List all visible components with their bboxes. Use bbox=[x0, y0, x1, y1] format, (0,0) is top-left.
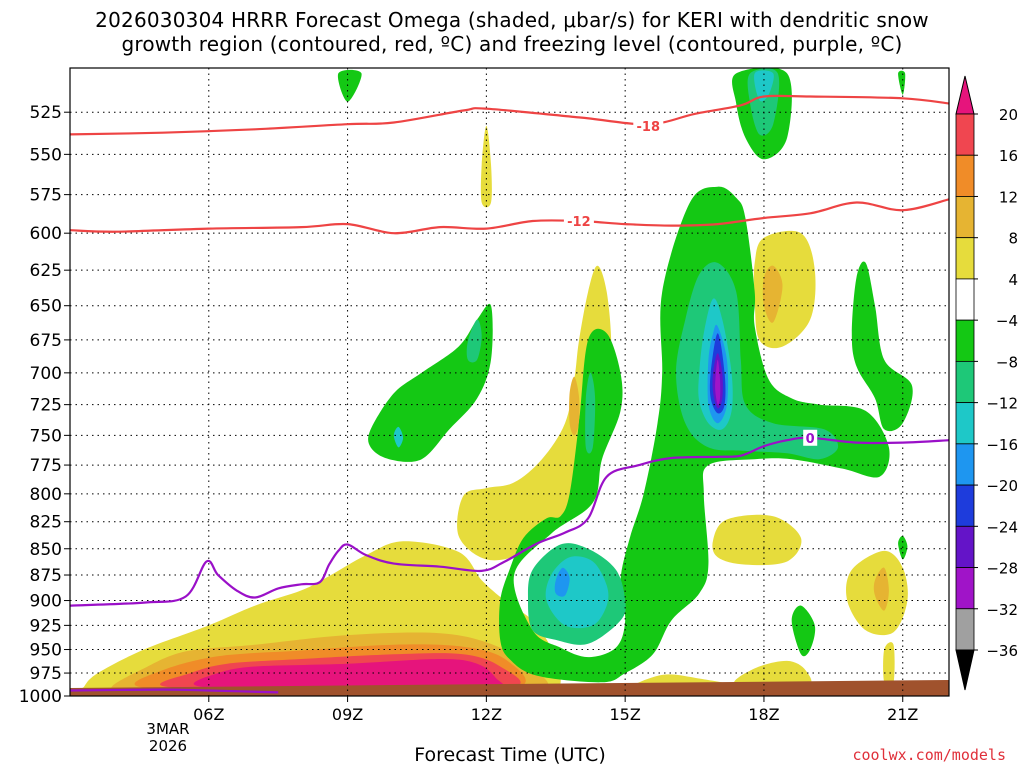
contour-lines: -18 -12 0 bbox=[70, 94, 949, 694]
shaded-region-omega-20-lower-left bbox=[193, 659, 504, 691]
chart-title-line2: growth region (contoured, red, ºC) and f… bbox=[121, 32, 903, 56]
colorbar-band-11 bbox=[955, 567, 975, 610]
shaded-region-omega-4-near-18z bbox=[734, 660, 812, 689]
contour-label-12c-isotherm: -12 bbox=[567, 215, 591, 230]
shaded-region-omega-8-mid-18z bbox=[762, 265, 783, 323]
shaded-region-omega-8-blob-14z bbox=[585, 372, 596, 454]
colorbar-band-6 bbox=[955, 360, 975, 404]
shaded-region-omega-4-near-12z-top bbox=[480, 125, 492, 208]
y-tick-label-700: 700 bbox=[30, 364, 62, 384]
contour-label-0c-freezing-level: 0 bbox=[806, 432, 815, 447]
colorbar-band-1 bbox=[955, 154, 975, 197]
colorbar-band-10 bbox=[955, 525, 975, 568]
shaded-region-omega-4-right-upper bbox=[851, 261, 913, 432]
x-tick-label-21z: 21Z bbox=[887, 705, 918, 724]
y-tick-label-800: 800 bbox=[30, 485, 62, 505]
contour-0c-freezing-level bbox=[70, 436, 949, 607]
colorbar-label-7: −12 bbox=[986, 395, 1018, 413]
colorbar-label-11: −28 bbox=[986, 560, 1018, 578]
colorbar-label-8: −16 bbox=[986, 436, 1018, 454]
y-tick-label-875: 875 bbox=[30, 566, 62, 586]
plot-frame bbox=[69, 67, 950, 697]
y-tick-label-750: 750 bbox=[30, 426, 62, 446]
date-label-day: 3MAR bbox=[146, 720, 190, 738]
y-tick-label-825: 825 bbox=[30, 513, 62, 533]
shaded-region-omega-4-top-9z bbox=[337, 69, 362, 102]
x-tick-label-15z: 15Z bbox=[609, 705, 640, 724]
y-tick-label-650: 650 bbox=[30, 297, 62, 317]
colorbar-band-9 bbox=[955, 484, 975, 527]
colorbar-band-2 bbox=[955, 196, 975, 239]
x-tick-label-18z: 18Z bbox=[748, 705, 779, 724]
y-tick-label-900: 900 bbox=[30, 592, 62, 612]
y-tick-label-675: 675 bbox=[30, 331, 62, 351]
y-tick-label-625: 625 bbox=[30, 261, 62, 281]
y-tick-label-775: 775 bbox=[30, 456, 62, 476]
y-tick-label-600: 600 bbox=[30, 224, 62, 244]
y-tick-label-525: 525 bbox=[30, 103, 62, 123]
colorbar-label-9: −20 bbox=[986, 477, 1018, 495]
y-tick-label-550: 550 bbox=[30, 145, 62, 165]
colorbar-label-12: −32 bbox=[986, 601, 1018, 619]
shaded-region-omega-8-right-20z bbox=[873, 567, 889, 611]
y-tick-label-975: 975 bbox=[30, 664, 62, 684]
contour-12c-isotherm bbox=[70, 198, 949, 235]
shaded-region-omega-28-central bbox=[715, 359, 721, 405]
y-tick-label-575: 575 bbox=[30, 186, 62, 206]
contour-0c-near-surface bbox=[70, 688, 279, 694]
terrain-fill bbox=[70, 680, 949, 696]
colorbar-label-10: −24 bbox=[986, 518, 1018, 536]
y-tick-label-725: 725 bbox=[30, 396, 62, 416]
site-credit: coolwx.com/models bbox=[852, 746, 1006, 764]
colorbar-band-12 bbox=[955, 608, 975, 651]
colorbar-band-5 bbox=[955, 319, 975, 362]
colorbar-band-3 bbox=[955, 237, 975, 280]
shaded-region-omega-8-tiny-10z bbox=[393, 426, 404, 448]
date-label-year: 2026 bbox=[148, 737, 188, 755]
colorbar-bottom-arrow bbox=[955, 649, 975, 691]
y-tick-label-850: 850 bbox=[30, 540, 62, 560]
x-tick-label-06z: 06Z bbox=[193, 705, 224, 724]
contour-18c-isotherm bbox=[70, 94, 949, 136]
chart-title: 2026030304 HRRR Forecast Omega (shaded, … bbox=[0, 8, 1024, 56]
x-tick-label-09z: 09Z bbox=[332, 705, 363, 724]
contour-label-18c-isotherm: -18 bbox=[637, 120, 661, 135]
contour-label-bg-0c-freezing-level bbox=[803, 429, 818, 446]
shaded-region-omega-8-left-blob bbox=[466, 319, 482, 363]
colorbar-label-3: 8 bbox=[1008, 230, 1018, 248]
contour-label-bg-12c-isotherm bbox=[563, 213, 594, 230]
colorbar-label-4: 4 bbox=[1008, 271, 1018, 289]
colorbar-label-2: 12 bbox=[999, 188, 1018, 206]
colorbar-label-13: −36 bbox=[986, 642, 1018, 660]
contour-label-bg-18c-isotherm bbox=[633, 117, 664, 134]
colorbar-label-0: 20 bbox=[999, 106, 1018, 124]
colorbar-top-arrow bbox=[955, 75, 975, 115]
shaded-region-omega-4-left-blob-10z bbox=[368, 303, 493, 462]
colorbar: 20 16 12 8 4 −4 −8 −12 −16 −20 −24 −28 −32 −36 bbox=[955, 75, 1018, 691]
colorbar-label-6: −8 bbox=[996, 353, 1018, 371]
colorbar-band-4 bbox=[955, 278, 975, 321]
shaded-region-omega-8-streak-13z bbox=[569, 376, 580, 436]
shaded-region-omega-4-lower-right bbox=[712, 514, 802, 566]
grid-lines bbox=[70, 68, 949, 697]
colorbar-label-5: −4 bbox=[996, 312, 1018, 330]
shaded-region-omega-4-right-lower bbox=[791, 605, 816, 657]
shaded-region-omega-4-top-21z bbox=[898, 70, 906, 95]
y-tick-label-925: 925 bbox=[30, 616, 62, 636]
y-tick-label-950: 950 bbox=[30, 641, 62, 661]
colorbar-band-8 bbox=[955, 443, 975, 486]
colorbar-band-7 bbox=[955, 402, 975, 445]
axes: 525 550 575 600 625 650 675 700 725 750 775 800 825 8… bbox=[19, 103, 919, 724]
colorbar-band-0 bbox=[955, 113, 975, 156]
chart-title-line1: 2026030304 HRRR Forecast Omega (shaded, … bbox=[95, 8, 929, 32]
colorbar-label-1: 16 bbox=[999, 147, 1018, 165]
shaded-region-omega-4-sliver-20z bbox=[883, 642, 895, 687]
y-tick-label-1000: 1000 bbox=[19, 687, 62, 707]
x-axis-label: Forecast Time (UTC) bbox=[414, 744, 606, 766]
x-tick-label-12z: 12Z bbox=[471, 705, 502, 724]
omega-shading bbox=[74, 68, 913, 693]
